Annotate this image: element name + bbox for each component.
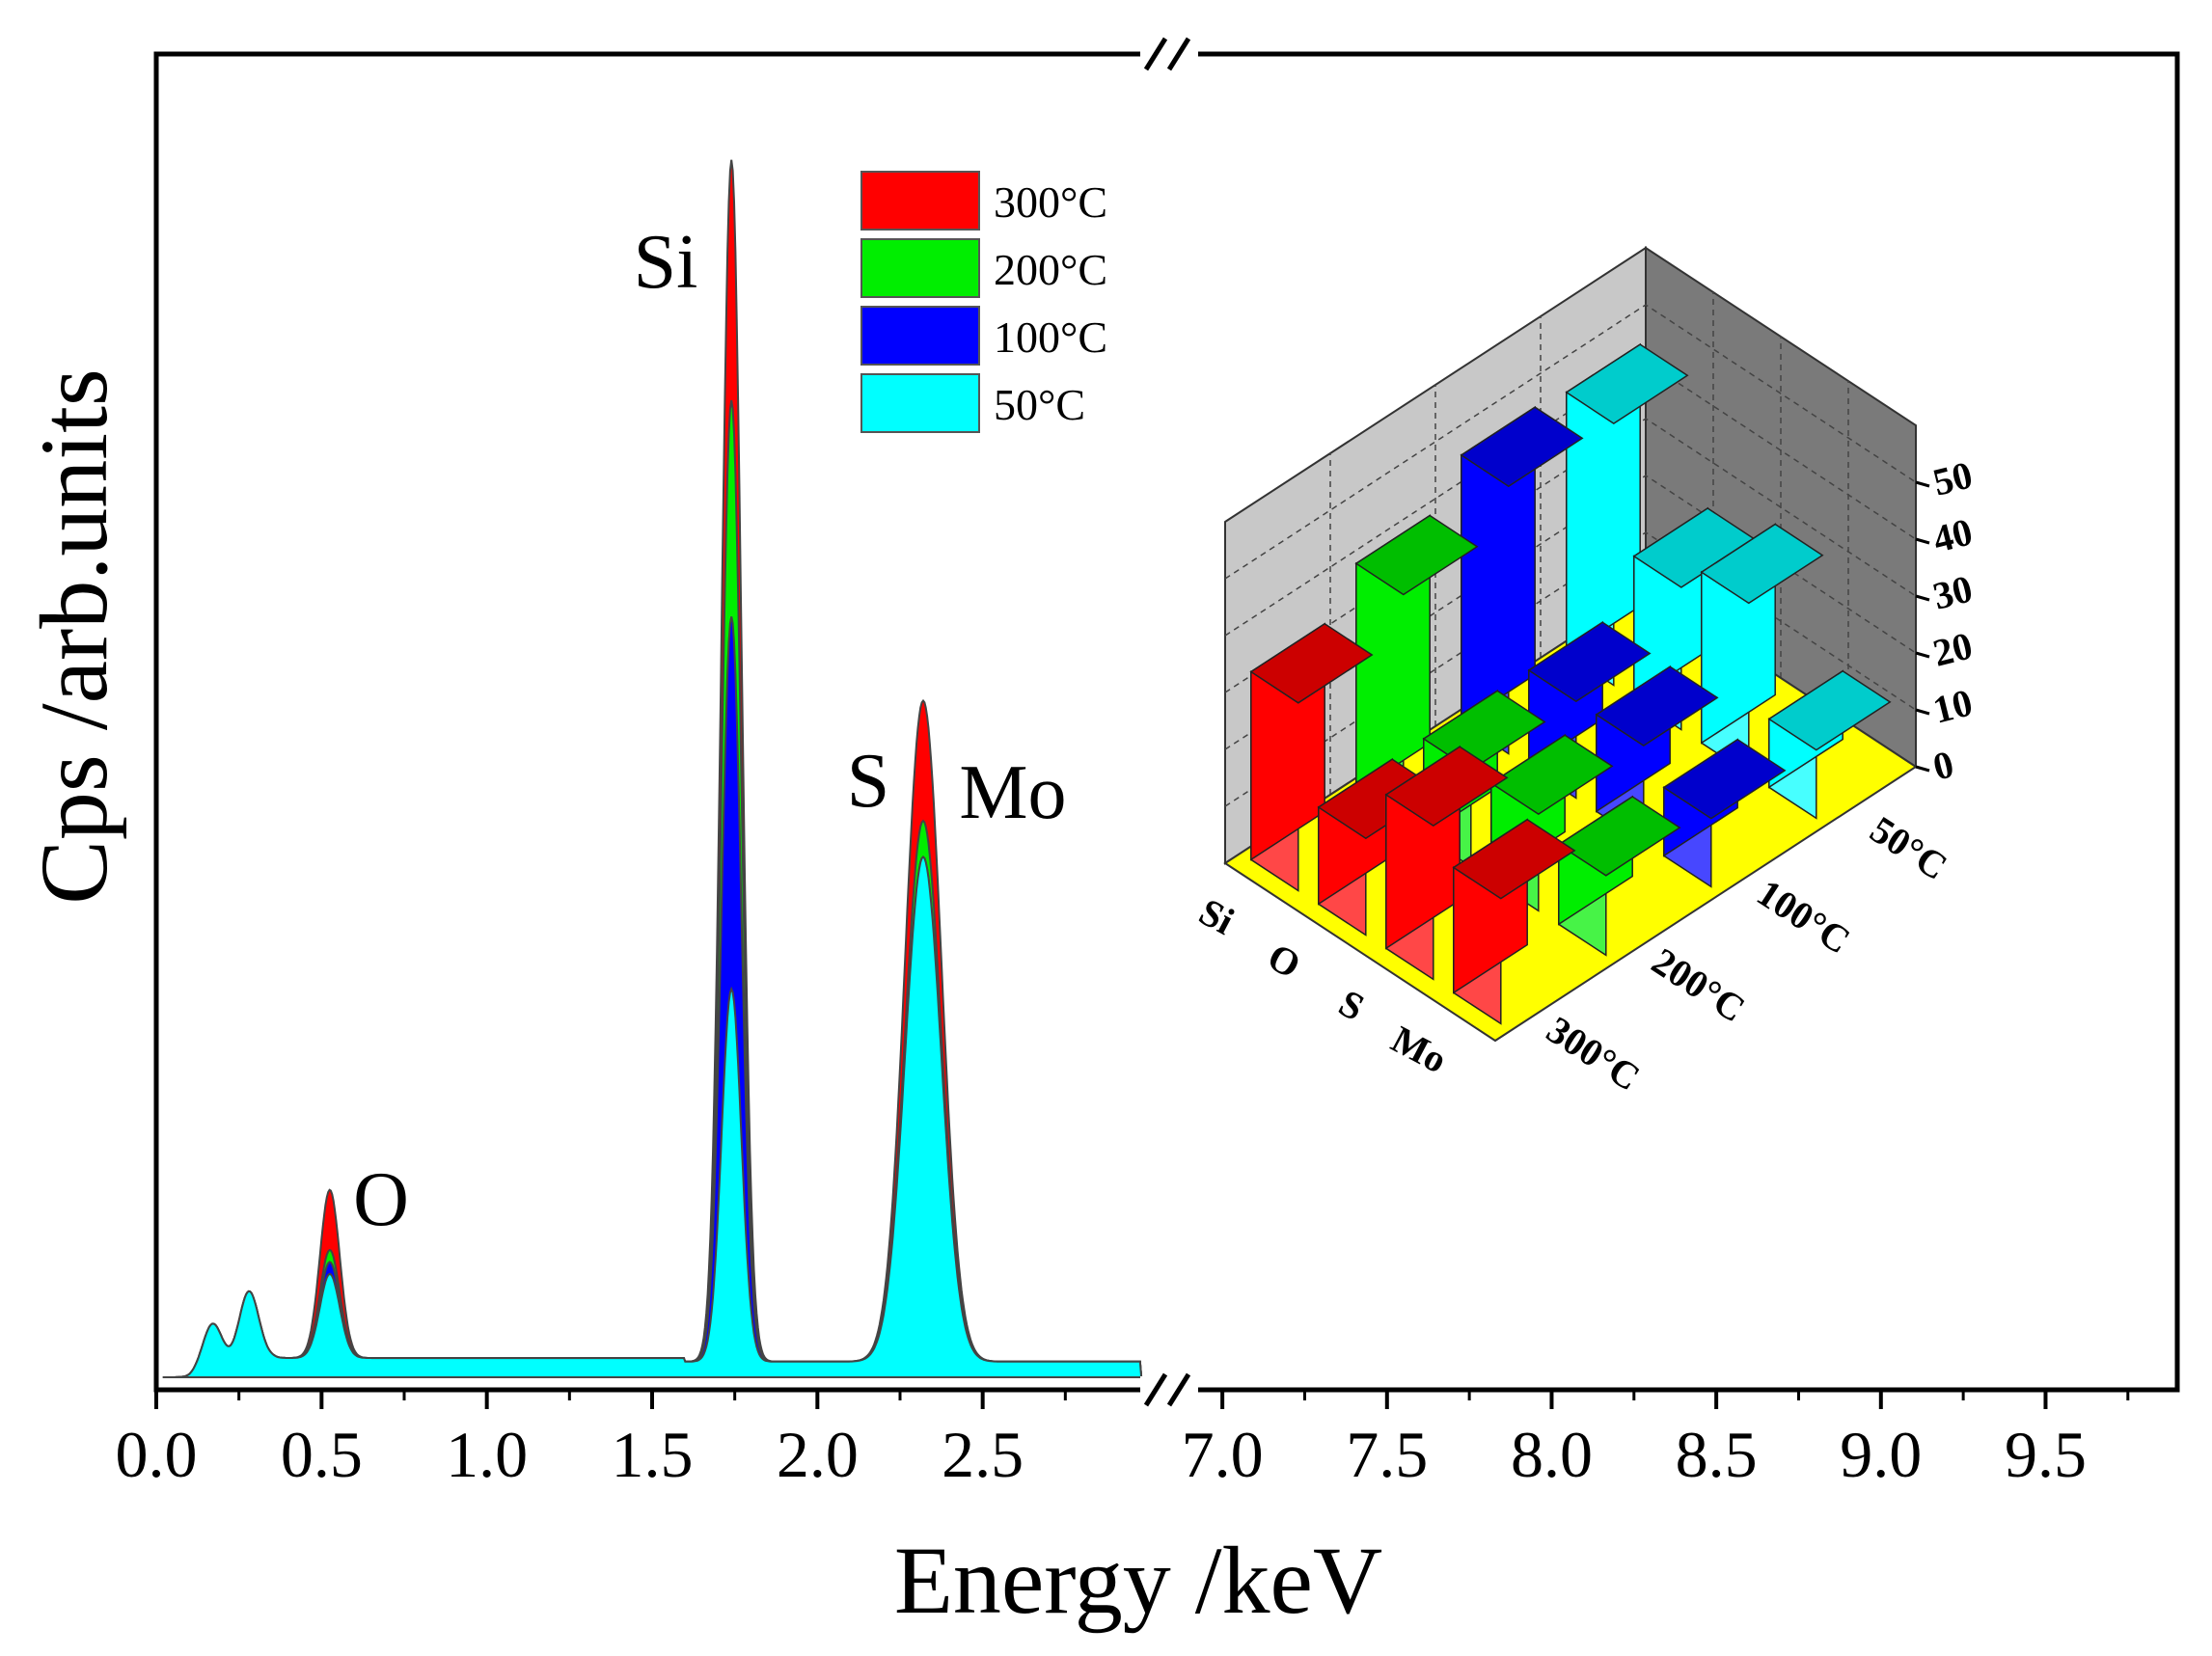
inset-z-tick-label: 20 [1928,623,1977,674]
axis-break-slash [1143,37,1168,71]
inset-bar-mo-300c [1452,818,1576,1025]
inset-temperature-label: 200°C [1645,939,1753,1031]
legend: 300°C 200°C 100°C 50°C [860,171,1107,433]
inset-z-tick [1915,594,1930,602]
inset-z-tick [1915,651,1930,659]
x-tick-label: 2.5 [942,1418,1024,1491]
legend-label: 300°C [994,177,1107,227]
inset-element-label: Si [1192,889,1242,942]
inset-element-label: O [1261,935,1308,987]
inset-z-tick-label: 0 [1928,742,1957,789]
inset-bar-si-200c [1354,514,1479,824]
x-tick-label: 8.5 [1676,1418,1758,1491]
inset-gridline [1224,304,1917,580]
inset-bar-mo-200c [1557,795,1681,957]
y-axis-title: Cps /arb.units [20,368,127,905]
inset-z-tick [1915,708,1930,716]
inset-z-tick [1915,765,1930,773]
x-axis-title: Energy /keV [894,1527,1382,1634]
peak-label-si: Si [634,220,698,305]
inset-bar-o-300c [1317,757,1441,937]
x-tick-label: 9.5 [2005,1418,2087,1491]
x-tick-label: 0.5 [281,1418,363,1491]
peak-label-s: S [847,739,890,824]
axis-break-slash [1166,1372,1191,1407]
inset-z-tick [1915,480,1930,488]
inset-bar-mo-50c [1767,669,1892,820]
x-axis: 0.0 0.5 1.0 1.5 2.0 2.5 7.0 7.5 8.0 8.5 9.0 9.5 [116,1390,2130,1491]
x-tick-label: 2.0 [777,1418,859,1491]
peak-labels: O Si S Mo [353,220,1066,1242]
spectrum-series-200c [162,399,1143,1378]
legend-label: 200°C [994,245,1107,294]
axis-break-slash [1143,1372,1168,1407]
inset-z-tick-label: 10 [1928,680,1977,731]
legend-label: 50°C [994,380,1085,429]
inset-bar-s-50c [1700,523,1824,775]
legend-swatch [860,171,980,231]
x-tick-label: 0.0 [116,1418,198,1491]
inset-gridline [1224,531,1917,807]
inset-temperature-label: 50°C [1863,807,1955,888]
inset-element-label: S [1332,981,1372,1029]
inset-temperature-label: 100°C [1750,871,1858,963]
axis-break [1140,37,1198,1407]
spectrum-series-50c [162,855,1143,1378]
legend-swatch [860,373,980,433]
peak-label-o: O [353,1157,409,1242]
inset-z-tick-label: 50 [1928,452,1977,503]
inset-bar-si-300c [1249,622,1374,892]
spectrum-series-100c [162,616,1143,1378]
inset-bar-mo-100c [1662,738,1787,888]
spectrum-layer [162,159,1143,1378]
inset-gridline [1224,418,1917,693]
inset-bar-s-300c [1384,745,1509,981]
inset-temperature-label: 300°C [1540,1008,1648,1099]
inset-bar-si-50c [1565,342,1689,687]
x-tick-label: 1.0 [446,1418,528,1491]
legend-swatch [860,306,980,366]
inset-z-tick-label: 30 [1928,566,1977,617]
inset-z-tick-label: 40 [1928,509,1977,560]
legend-label: 100°C [994,312,1107,362]
inset-gridline [1224,475,1917,750]
peak-label-mo: Mo [959,750,1066,835]
legend-swatch [860,238,980,298]
axis-break-slash [1166,37,1191,71]
inset-element-label: Mo [1384,1018,1454,1082]
x-tick-label: 8.0 [1511,1418,1593,1491]
inset-z-tick [1915,537,1930,545]
x-tick-label: 7.5 [1346,1418,1428,1491]
x-tick-label: 7.0 [1182,1418,1264,1491]
x-tick-label: 1.5 [612,1418,694,1491]
x-tick-label: 9.0 [1840,1418,1922,1491]
